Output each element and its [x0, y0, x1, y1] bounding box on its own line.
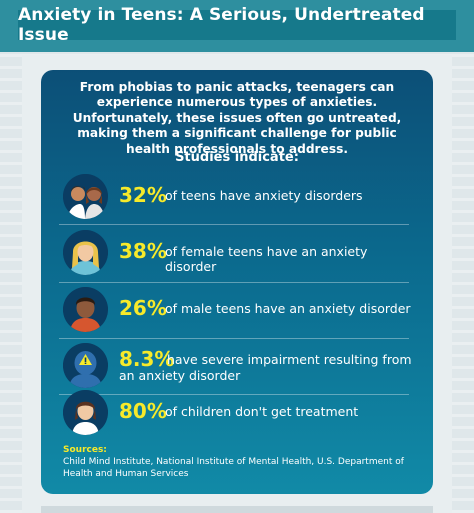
divider [59, 394, 409, 395]
sources-text: Child Mind Institute, National Institute… [63, 457, 404, 479]
stat-description: of teens have anxiety disorders [165, 188, 363, 203]
bottom-strip [41, 506, 433, 513]
header: Anxiety in Teens: A Serious, Undertreate… [0, 0, 474, 52]
stat-description-line2: an anxiety disorder [119, 368, 241, 383]
warning-head-icon [63, 343, 108, 388]
page-title: Anxiety in Teens: A Serious, Undertreate… [18, 5, 425, 45]
stat-percent: 32% [119, 183, 167, 207]
divider [59, 224, 409, 225]
sources: Sources: Child Mind Institute, National … [63, 444, 423, 480]
stat-percent: 8.3% [119, 347, 175, 371]
divider [59, 338, 409, 339]
info-card: From phobias to panic attacks, teenagers… [41, 70, 433, 494]
stat-description: of male teens have an anxiety disorder [165, 301, 411, 316]
female-teen-icon [63, 230, 108, 275]
stat-description: of female teens have an anxiety disorder [165, 244, 368, 274]
child-icon [63, 390, 108, 435]
stat-percent: 26% [119, 296, 167, 320]
stat-item: 26% of male teens have an anxiety disord… [59, 285, 419, 337]
male-teen-icon [63, 287, 108, 332]
divider [59, 282, 409, 283]
studies-heading: Studies indicate: [175, 150, 299, 165]
sources-label: Sources: [63, 445, 107, 455]
stat-item: 8.3% have severe impairment resulting fr… [59, 341, 419, 393]
stat-percent: 38% [119, 239, 167, 263]
stat-item: 32% of teens have anxiety disorders [59, 172, 419, 224]
teen-couple-icon [63, 174, 108, 219]
stat-description: of children don't get treatment [165, 404, 359, 419]
intro-text: From phobias to panic attacks, teenagers… [72, 80, 402, 156]
stat-description-line1: have severe impairment resulting from [167, 352, 412, 367]
stat-item: 38% of female teens have an anxiety diso… [59, 228, 419, 280]
stat-percent: 80% [119, 399, 167, 423]
header-bar: Anxiety in Teens: A Serious, Undertreate… [18, 5, 456, 45]
stat-item: 80% of children don't get treatment [59, 388, 419, 440]
